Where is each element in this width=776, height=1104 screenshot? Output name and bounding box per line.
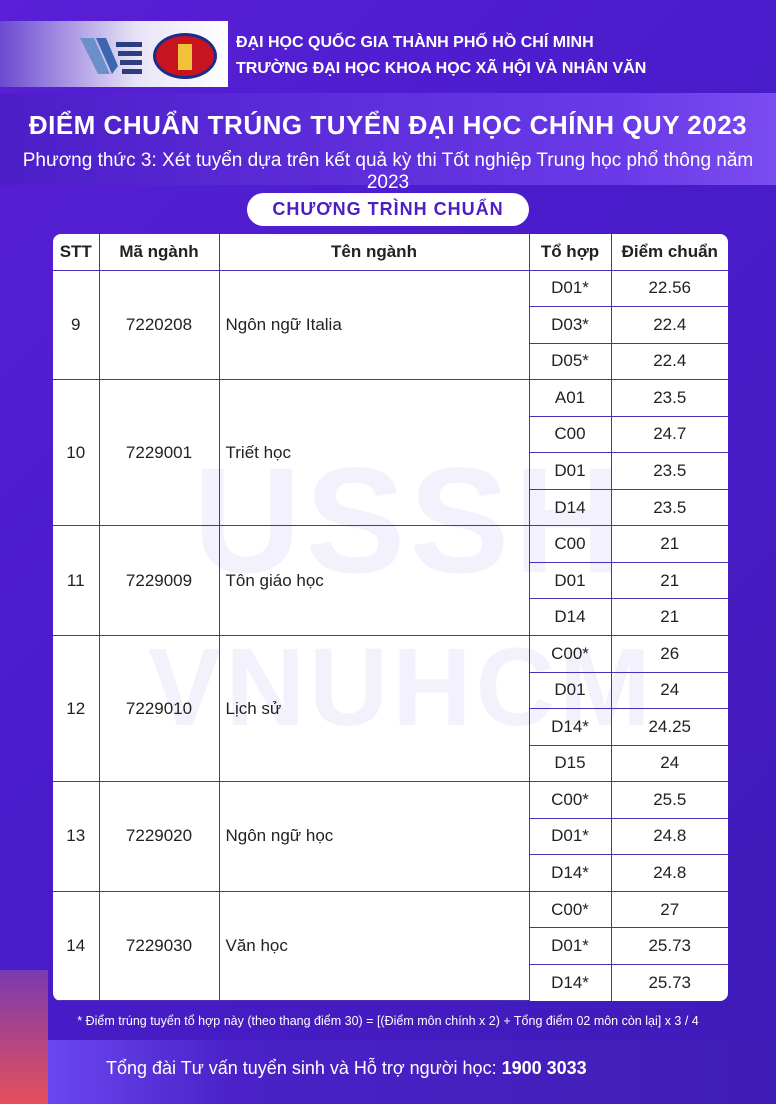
major-name-cell: Ngôn ngữ học xyxy=(218,781,530,892)
major-code-cell: 7229010 xyxy=(98,634,220,783)
table-row: 13 7229020 Ngôn ngữ học C00* 25.5 xyxy=(53,781,728,892)
table-header: STT Mã ngành Tên ngành Tổ hợp Điểm chuẩn xyxy=(53,234,728,271)
combination-cell: D01 xyxy=(529,452,612,490)
hotline-text: Tổng đài Tư vấn tuyển sinh và Hỗ trợ ngư… xyxy=(106,1058,587,1078)
score-cell: 26 xyxy=(610,634,728,673)
major-name-cell: Triết học xyxy=(218,379,530,527)
ussh-seal-logo xyxy=(153,33,217,79)
stt-cell: 12 xyxy=(53,634,100,783)
major-name-cell: Lịch sử xyxy=(218,634,530,783)
col-name: Tên ngành xyxy=(218,234,530,271)
table-row: D14* 25.73 xyxy=(53,963,728,1001)
major-name-cell: Văn học xyxy=(218,890,530,1001)
score-cell: 21 xyxy=(610,561,728,600)
stt-cell: 11 xyxy=(53,525,100,636)
table-row: D14* 24.25 xyxy=(53,708,728,746)
table-row: D01 24 xyxy=(53,671,728,710)
score-cell: 24.25 xyxy=(610,708,728,746)
score-cell: 24 xyxy=(610,744,728,783)
combination-cell: D03* xyxy=(529,306,612,344)
combination-cell: D01* xyxy=(529,927,612,965)
footer-band: Tổng đài Tư vấn tuyển sinh và Hỗ trợ ngư… xyxy=(48,1040,776,1104)
score-cell: 25.73 xyxy=(610,963,728,1001)
score-cell: 24.7 xyxy=(610,415,728,454)
col-combo: Tổ hợp xyxy=(528,234,612,271)
combination-cell: D01 xyxy=(529,671,612,710)
vnuhcm-logo xyxy=(80,38,142,74)
university-name: ĐẠI HỌC QUỐC GIA THÀNH PHỐ HỒ CHÍ MINH xyxy=(236,34,594,51)
table-row: 14 7229030 Văn học C00* 27 xyxy=(53,890,728,1001)
major-code-cell: 7229009 xyxy=(98,525,220,636)
table-row: D01* 24.8 xyxy=(53,817,728,856)
combination-cell: D01* xyxy=(529,817,612,856)
combination-cell: D14* xyxy=(529,708,612,746)
score-cell: 23.5 xyxy=(610,452,728,490)
table-row: D15 24 xyxy=(53,744,728,783)
stt-cell: 9 xyxy=(53,269,100,381)
decorative-corner xyxy=(0,970,48,1104)
col-score: Điểm chuẩn xyxy=(610,234,728,271)
combination-cell: C00 xyxy=(528,525,612,563)
major-name-cell: Ngôn ngữ Italia xyxy=(218,269,530,381)
table-row: D14 21 xyxy=(53,598,728,636)
col-code: Mã ngành xyxy=(98,234,220,271)
page-title: ĐIỂM CHUẨN TRÚNG TUYỂN ĐẠI HỌC CHÍNH QUY… xyxy=(28,110,748,140)
table-row: C00 24.7 xyxy=(53,415,728,454)
table-row: D01 23.5 xyxy=(53,452,728,490)
combination-cell: D14* xyxy=(529,854,612,892)
stt-cell: 14 xyxy=(53,890,100,1001)
footnote: * Điểm trúng tuyển tổ hợp này (theo than… xyxy=(77,1014,699,1028)
score-cell: 22.4 xyxy=(610,342,728,381)
combination-cell: C00* xyxy=(528,890,612,929)
stt-cell: 13 xyxy=(53,781,100,892)
score-cell: 27 xyxy=(610,890,728,929)
score-table: STT Mã ngành Tên ngành Tổ hợp Điểm chuẩn… xyxy=(53,234,728,1001)
table-row: D14* 24.8 xyxy=(53,854,728,892)
combination-cell: C00 xyxy=(529,415,612,454)
table-row: 9 7220208 Ngôn ngữ Italia D01* 22.56 xyxy=(53,269,728,381)
score-cell: 22.4 xyxy=(610,306,728,344)
combination-cell: D15 xyxy=(529,744,612,783)
col-stt: STT xyxy=(53,234,100,271)
school-name: TRƯỜNG ĐẠI HỌC KHOA HỌC XÃ HỘI VÀ NHÂN V… xyxy=(236,60,647,77)
combination-cell: D14* xyxy=(529,963,612,1001)
combination-cell: D14 xyxy=(529,598,612,636)
table-row: 10 7229001 Triết học A01 23.5 xyxy=(53,379,728,527)
page-subtitle: Phương thức 3: Xét tuyển dựa trên kết qu… xyxy=(22,150,754,193)
hotline-number: 1900 3033 xyxy=(501,1058,587,1078)
score-cell: 24.8 xyxy=(610,854,728,892)
score-table-container: USSH VNUHCM STT Mã ngành Tên ngành Tổ hợ… xyxy=(53,234,728,1001)
score-cell: 22.56 xyxy=(610,269,728,308)
score-cell: 23.5 xyxy=(610,379,728,417)
combination-cell: D01* xyxy=(528,269,612,308)
combination-cell: D14 xyxy=(529,488,612,527)
score-cell: 23.5 xyxy=(610,488,728,527)
table-row: 12 7229010 Lịch sử C00* 26 xyxy=(53,634,728,783)
combination-cell: D01 xyxy=(529,561,612,600)
table-row: D03* 22.4 xyxy=(53,306,728,344)
combination-cell: A01 xyxy=(528,379,612,417)
score-cell: 24.8 xyxy=(610,817,728,856)
score-cell: 24 xyxy=(610,671,728,710)
major-code-cell: 7229020 xyxy=(98,781,220,892)
major-code-cell: 7220208 xyxy=(98,269,220,381)
score-cell: 25.5 xyxy=(610,781,728,819)
score-cell: 25.73 xyxy=(610,927,728,965)
program-badge: CHƯƠNG TRÌNH CHUẨN xyxy=(247,193,529,226)
major-name-cell: Tôn giáo học xyxy=(218,525,530,636)
title-band xyxy=(0,93,776,185)
major-code-cell: 7229030 xyxy=(98,890,220,1001)
combination-cell: C00* xyxy=(528,634,612,673)
score-cell: 21 xyxy=(610,598,728,636)
table-row: D01* 25.73 xyxy=(53,927,728,965)
combination-cell: D05* xyxy=(529,342,612,381)
major-code-cell: 7229001 xyxy=(98,379,220,527)
score-cell: 21 xyxy=(610,525,728,563)
table-row: 11 7229009 Tôn giáo học C00 21 xyxy=(53,525,728,636)
combination-cell: C00* xyxy=(528,781,612,819)
stt-cell: 10 xyxy=(53,379,100,527)
